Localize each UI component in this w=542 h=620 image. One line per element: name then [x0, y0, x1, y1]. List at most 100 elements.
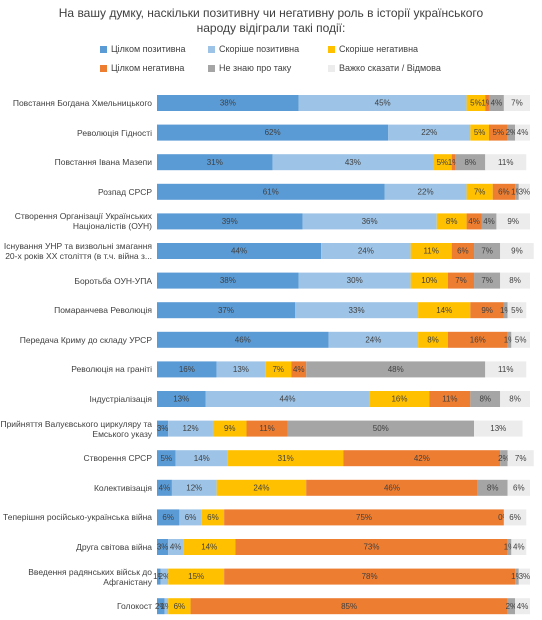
bar-segment [500, 450, 508, 467]
category-label: Боротьба ОУН-УПА [74, 275, 152, 286]
value-label: 50% [373, 424, 389, 433]
bar-segment [306, 479, 478, 496]
value-label: 6% [174, 602, 186, 611]
value-label: 1% [511, 187, 523, 196]
category-label: Революція на граніті [71, 364, 152, 375]
category-label: Помаранчева Революція [54, 305, 152, 316]
category-label: Існування УНР та визвольні змагання 20-х… [3, 241, 152, 261]
bar-segment [157, 539, 169, 555]
bar-segment [492, 183, 516, 200]
bar-segment [503, 509, 527, 526]
value-label: 4% [468, 217, 480, 226]
bar-segment [433, 154, 452, 171]
value-label: 14% [436, 306, 452, 315]
bar-segment [515, 124, 530, 141]
value-label: 5% [511, 306, 523, 315]
value-label: 14% [201, 543, 217, 552]
bar-segment [511, 539, 527, 555]
bar-segment [518, 568, 530, 585]
value-label: 45% [375, 99, 391, 108]
bar-segment [503, 95, 530, 111]
bar-segment [511, 331, 530, 348]
value-label: 16% [179, 365, 195, 374]
bar-segment [474, 272, 501, 289]
value-label: 9% [481, 306, 493, 315]
value-label: 85% [341, 602, 357, 611]
bar-segment [328, 331, 419, 348]
bar-segment [216, 479, 307, 496]
bar-segment [447, 272, 475, 289]
value-label: 2% [159, 572, 171, 581]
bar-segment [287, 420, 475, 437]
bar-segment [157, 183, 385, 200]
bar-segment [488, 95, 504, 111]
bar-segment [481, 213, 497, 230]
value-label: 39% [222, 217, 238, 226]
bar-segment [455, 154, 486, 171]
legend-item: Цілком позитивна [100, 44, 185, 54]
category-label: Теперішня російсько-українська війна [3, 512, 152, 523]
bar-segment [164, 598, 169, 615]
bar-segment [157, 154, 273, 171]
legend-label: Не знаю про таку [219, 63, 292, 73]
bar-segment [447, 331, 508, 348]
category-label: Прийняття Валуєвського циркуляру та Емсь… [0, 418, 152, 439]
bar-segment [384, 183, 467, 200]
value-label: 30% [347, 276, 363, 285]
value-label: 5% [470, 99, 482, 108]
legend-swatch [208, 45, 215, 53]
value-label: 1% [153, 572, 165, 581]
legend-label: Цілком позитивна [111, 44, 186, 54]
legend-item: Важко сказати / Відмова [328, 63, 441, 73]
value-label: 13% [233, 365, 249, 374]
bar-segment [470, 391, 501, 407]
value-label: 1% [500, 306, 512, 315]
bar-segment [168, 420, 213, 437]
value-label: 1% [504, 543, 516, 552]
category-label: Повстання Івана Мазепи [54, 157, 152, 168]
value-label: 11% [442, 395, 457, 404]
category-label: Індустріалізація [89, 394, 153, 404]
bar-segment [157, 213, 303, 230]
bar-segment [507, 539, 512, 555]
bar-segment [157, 479, 172, 496]
value-label: 11% [423, 247, 438, 256]
value-label: 8% [479, 395, 491, 404]
bar-segment [302, 213, 437, 230]
value-label: 1% [481, 99, 493, 108]
value-label: 1% [448, 158, 460, 167]
bar-segment [410, 272, 448, 289]
category-label: Колективізація [93, 482, 152, 493]
bar-segment [515, 183, 519, 200]
legend-label: Важко сказати / Відмова [339, 63, 441, 73]
value-label: 7% [481, 247, 493, 256]
value-label: 24% [358, 247, 374, 256]
bar-segment [201, 509, 225, 526]
category-label: Передача Криму до складу УРСР [19, 334, 152, 345]
bar-segment [235, 539, 508, 555]
value-label: 7% [511, 99, 523, 108]
bar-segment [507, 450, 534, 467]
value-label: 6% [457, 247, 469, 256]
value-label: 61% [263, 187, 279, 196]
bar-segment [168, 539, 184, 555]
value-label: 9% [224, 424, 236, 433]
value-label: 22% [418, 187, 434, 196]
value-label: 2% [155, 602, 167, 611]
bar-segment [157, 95, 299, 111]
bar-segment [157, 450, 176, 467]
legend-label: Скоріше позитивна [219, 44, 300, 54]
value-label: 5% [437, 158, 449, 167]
legend-swatch [328, 45, 335, 53]
value-label: 3% [157, 424, 169, 433]
bar-segment [157, 420, 169, 437]
value-label: 38% [220, 99, 236, 108]
bar-segment [418, 302, 471, 319]
value-label: 31% [278, 454, 294, 463]
value-label: 7% [515, 454, 527, 463]
chart-title: На вашу думку, наскільки позитивну чи не… [58, 6, 484, 35]
value-label: 4% [517, 128, 529, 137]
bar-segment [298, 95, 467, 111]
value-label: 48% [388, 365, 404, 374]
bar-segment [466, 213, 482, 230]
